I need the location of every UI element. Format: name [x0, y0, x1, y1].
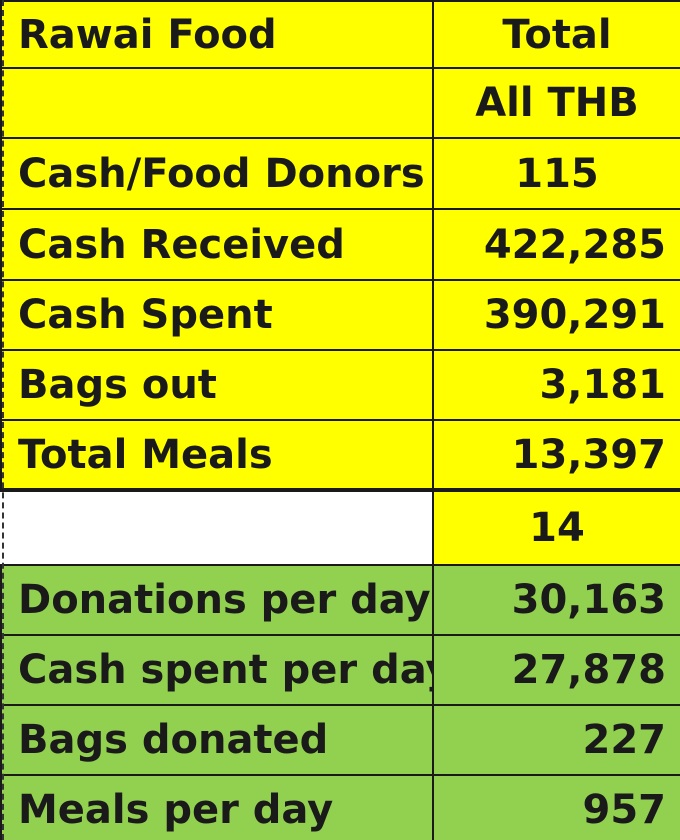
meals-per-day-value-cell[interactable]: 957 — [432, 774, 680, 840]
days-value-cell[interactable]: 14 — [432, 488, 680, 566]
cash-spent-label-cell[interactable]: Cash Spent — [0, 279, 434, 351]
table-row-cash-spent: Cash Spent 390,291 — [0, 279, 680, 351]
cash-spent-per-day-value-cell[interactable]: 27,878 — [432, 634, 680, 706]
donors-value-cell[interactable]: 115 — [432, 137, 680, 210]
table-row-bags-out: Bags out 3,181 — [0, 349, 680, 421]
table-row-total-meals: Total Meals 13,397 — [0, 419, 680, 491]
bags-out-value-cell[interactable]: 3,181 — [432, 349, 680, 421]
header-label-cell[interactable]: Rawai Food — [0, 0, 434, 69]
table-row-donors: Cash/Food Donors 115 — [0, 137, 680, 210]
cash-received-value-cell[interactable]: 422,285 — [432, 208, 680, 281]
cash-spent-per-day-label-cell[interactable]: Cash spent per day — [0, 634, 434, 706]
table-row-cash-spent-per-day: Cash spent per day 27,878 — [0, 634, 680, 706]
cash-spent-value-cell[interactable]: 390,291 — [432, 279, 680, 351]
bags-donated-label-cell[interactable]: Bags donated — [0, 704, 434, 776]
table-row-header: Rawai Food Total — [0, 0, 680, 69]
bags-donated-value-cell[interactable]: 227 — [432, 704, 680, 776]
bags-out-label-cell[interactable]: Bags out — [0, 349, 434, 421]
selection-border — [2, 0, 4, 840]
meals-per-day-label-cell[interactable]: Meals per day — [0, 774, 434, 840]
header-total-cell[interactable]: Total — [432, 0, 680, 69]
table-row-cash-received: Cash Received 422,285 — [0, 208, 680, 281]
table-row-meals-per-day: Meals per day 957 — [0, 774, 680, 840]
donations-per-day-value-cell[interactable]: 30,163 — [432, 564, 680, 636]
empty-cell[interactable] — [0, 67, 434, 139]
table-row-days: 14 — [1, 488, 680, 566]
total-meals-label-cell[interactable]: Total Meals — [0, 419, 434, 491]
currency-cell[interactable]: All THB — [432, 67, 680, 139]
table-row-donations-per-day: Donations per day 30,163 — [0, 564, 680, 636]
donations-per-day-label-cell[interactable]: Donations per day — [0, 564, 434, 636]
donors-label-cell[interactable]: Cash/Food Donors — [0, 137, 434, 210]
total-meals-value-cell[interactable]: 13,397 — [432, 419, 680, 491]
cash-received-label-cell[interactable]: Cash Received — [0, 208, 434, 281]
blank-cell[interactable] — [1, 488, 434, 565]
table-row-currency: All THB — [0, 67, 680, 139]
table-row-bags-donated: Bags donated 227 — [0, 704, 680, 776]
